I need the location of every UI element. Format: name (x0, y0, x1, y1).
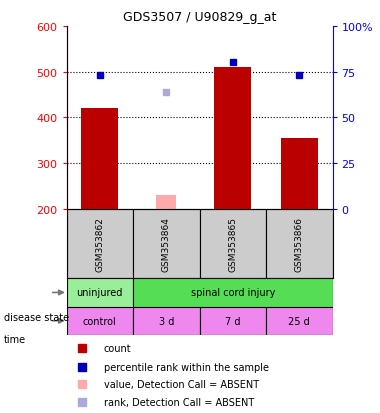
Bar (133, 209, 200, 279)
Text: count: count (104, 343, 131, 354)
Text: 25 d: 25 d (288, 316, 310, 326)
Text: value, Detection Call = ABSENT: value, Detection Call = ABSENT (104, 380, 259, 389)
Bar (66, 209, 133, 279)
Text: control: control (83, 316, 117, 326)
Bar (156, 195, 176, 209)
Text: time: time (4, 335, 26, 344)
Title: GDS3507 / U90829_g_at: GDS3507 / U90829_g_at (123, 11, 276, 24)
Text: 7 d: 7 d (225, 316, 241, 326)
Bar (200, 209, 266, 279)
Bar (66, 279, 133, 307)
Bar (81, 109, 118, 209)
Text: uninjured: uninjured (76, 288, 123, 298)
Text: GSM353865: GSM353865 (228, 216, 237, 271)
Bar (214, 68, 251, 209)
Text: spinal cord injury: spinal cord injury (190, 288, 275, 298)
Bar (66, 307, 133, 335)
Text: percentile rank within the sample: percentile rank within the sample (104, 362, 269, 372)
Text: GSM353864: GSM353864 (162, 216, 171, 271)
Text: GSM353862: GSM353862 (95, 216, 104, 271)
Bar (200, 307, 266, 335)
Text: 3 d: 3 d (158, 316, 174, 326)
Bar (266, 209, 332, 279)
Text: GSM353866: GSM353866 (295, 216, 304, 271)
Bar (133, 307, 200, 335)
Bar (266, 307, 332, 335)
Text: rank, Detection Call = ABSENT: rank, Detection Call = ABSENT (104, 397, 254, 407)
Bar (133, 279, 332, 307)
Bar (281, 138, 318, 209)
Text: disease state: disease state (4, 312, 69, 322)
